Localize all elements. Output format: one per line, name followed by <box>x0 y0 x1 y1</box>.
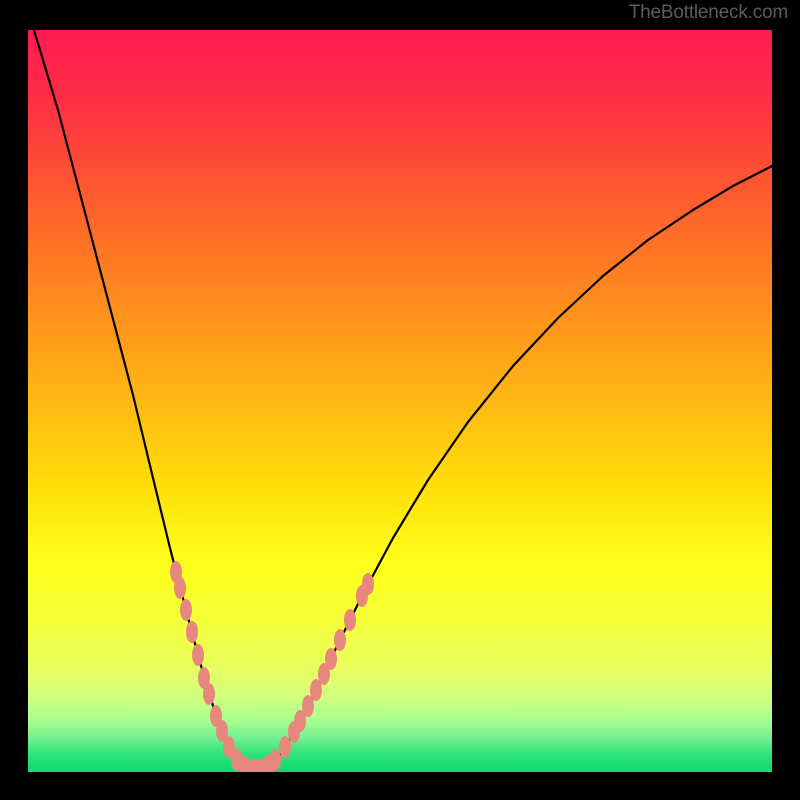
data-marker <box>174 577 186 599</box>
data-marker <box>269 749 281 771</box>
data-marker <box>362 573 374 595</box>
data-marker <box>203 683 215 705</box>
plot-area <box>28 30 772 772</box>
data-marker <box>186 621 198 643</box>
curve-layer <box>28 30 772 772</box>
data-marker <box>180 599 192 621</box>
data-marker <box>344 609 356 631</box>
data-marker <box>192 644 204 666</box>
data-marker <box>334 629 346 651</box>
data-marker <box>279 736 291 758</box>
chart-root: TheBottleneck.com <box>0 0 800 800</box>
watermark-text: TheBottleneck.com <box>629 2 788 24</box>
data-marker <box>325 648 337 670</box>
